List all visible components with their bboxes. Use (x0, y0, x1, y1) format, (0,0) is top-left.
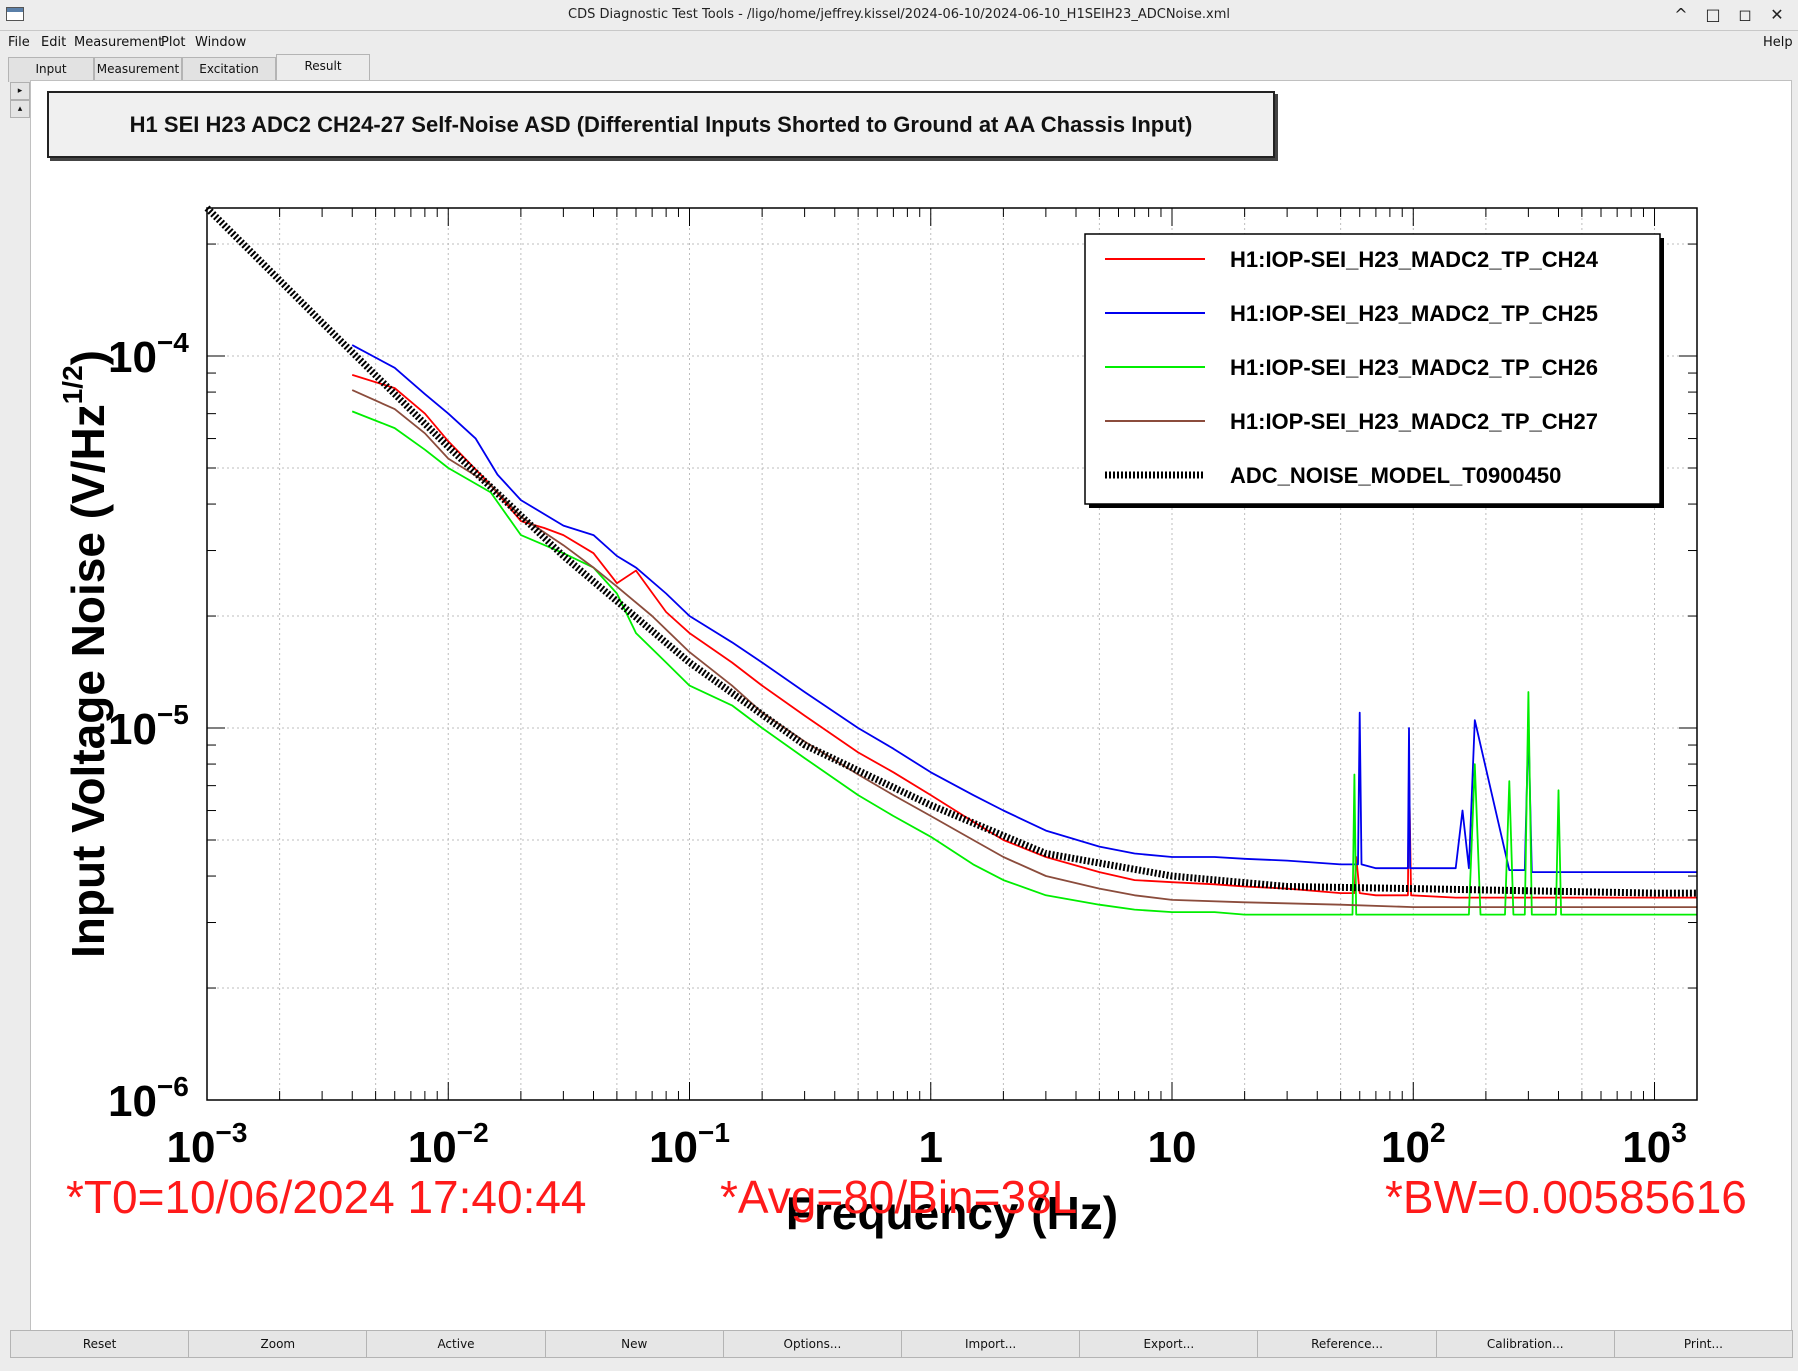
export-button[interactable]: Export... (1079, 1330, 1259, 1358)
tab-excitation[interactable]: Excitation (182, 57, 276, 82)
reset-button[interactable]: Reset (10, 1330, 190, 1358)
status-avg: *Avg=80/Bin=38L (720, 1171, 1078, 1223)
maximize-icon[interactable]: ◻ (1738, 5, 1752, 24)
window-title: CDS Diagnostic Test Tools - /ligo/home/j… (568, 7, 1230, 22)
shade-icon[interactable]: ^ (1674, 5, 1688, 24)
menu-bar: File Edit Measurement Plot Window Help (0, 31, 1798, 55)
tab-bar: Input Measurement Excitation Result (8, 54, 370, 82)
menu-edit[interactable]: Edit (41, 35, 67, 50)
new-button[interactable]: New (544, 1330, 724, 1358)
window-titlebar: CDS Diagnostic Test Tools - /ligo/home/j… (0, 0, 1798, 31)
zoom-button[interactable]: Zoom (188, 1330, 368, 1358)
plot-canvas[interactable] (30, 80, 1792, 1332)
app-window-icon (6, 7, 24, 21)
scroll-right-icon[interactable]: ▸ (10, 82, 30, 100)
menu-file[interactable]: File (8, 35, 30, 50)
plot-title: H1 SEI H23 ADC2 CH24-27 Self-Noise ASD (… (47, 91, 1275, 158)
options-button[interactable]: Options... (722, 1330, 903, 1358)
bottom-button-bar: Reset Zoom Active New Options... Import.… (10, 1330, 1794, 1358)
print-button[interactable]: Print... (1613, 1330, 1794, 1358)
menu-window[interactable]: Window (195, 35, 247, 50)
import-button[interactable]: Import... (901, 1330, 1081, 1358)
active-button[interactable]: Active (366, 1330, 546, 1358)
tab-result[interactable]: Result (276, 54, 370, 82)
calibration-button[interactable]: Calibration... (1435, 1330, 1615, 1358)
status-t0: *T0=10/06/2024 17:40:44 (66, 1171, 587, 1223)
menu-help[interactable]: Help (1763, 35, 1793, 50)
scroll-up-icon[interactable]: ▴ (10, 100, 30, 118)
tab-input[interactable]: Input (8, 57, 94, 82)
close-icon[interactable]: ✕ (1770, 5, 1784, 24)
minimize-icon[interactable]: □ (1705, 5, 1721, 24)
reference-button[interactable]: Reference... (1257, 1330, 1437, 1358)
tab-measurement[interactable]: Measurement (94, 57, 182, 82)
status-bw: *BW=0.00585616 (1385, 1171, 1747, 1223)
menu-plot[interactable]: Plot (161, 35, 186, 50)
menu-measurement[interactable]: Measurement (74, 35, 164, 50)
